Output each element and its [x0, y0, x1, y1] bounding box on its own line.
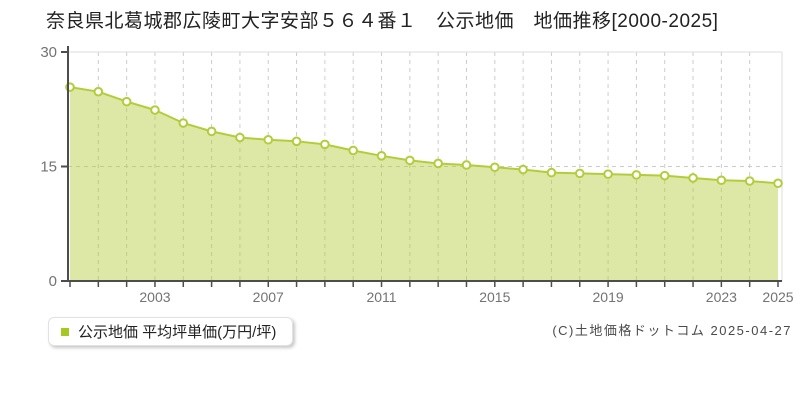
- data-point-2005: [206, 126, 217, 137]
- data-point-2011: [376, 151, 387, 161]
- x-tick-label: 2023: [706, 289, 737, 305]
- x-tick-label: 2007: [253, 289, 284, 305]
- x-tick-label: 2011: [366, 289, 396, 305]
- data-point-2009: [320, 139, 330, 150]
- data-point-2022: [688, 173, 698, 183]
- x-tick-label: 2019: [593, 289, 624, 305]
- data-point-2016: [518, 164, 528, 175]
- data-point-2024: [744, 176, 755, 186]
- x-tick-label: 2003: [139, 289, 170, 305]
- data-point-2025: [773, 178, 783, 189]
- chart-title: 奈良県北葛城郡広陵町大字安部５６４番１ 公示地価 地価推移[2000-2025]: [46, 11, 719, 32]
- data-point-2017: [546, 167, 557, 178]
- series-area: [70, 87, 778, 281]
- y-tick-label: 0: [49, 273, 57, 290]
- y-tick-label: 30: [40, 44, 57, 61]
- data-point-2012: [405, 155, 415, 166]
- data-point-2015: [490, 162, 500, 173]
- data-point-2023: [716, 175, 727, 186]
- legend-label: 公示地価 平均坪単価(万円/坪): [78, 324, 277, 341]
- copyright-text: (C)土地価格ドットコム 2025-04-27: [552, 323, 792, 338]
- data-point-2008: [291, 136, 302, 147]
- data-point-2019: [603, 169, 613, 179]
- data-point-2003: [150, 105, 160, 115]
- x-tick-label: 2025: [762, 289, 793, 305]
- legend-marker-icon: [61, 327, 69, 336]
- data-point-2010: [348, 145, 359, 156]
- data-point-2007: [263, 134, 274, 145]
- data-point-2021: [659, 170, 670, 181]
- x-tick-label: 2015: [479, 289, 510, 305]
- data-point-2018: [574, 168, 585, 179]
- data-point-2006: [235, 132, 245, 143]
- data-point-2014: [461, 160, 472, 170]
- data-point-2002: [121, 96, 132, 107]
- data-point-2013: [433, 158, 443, 169]
- y-tick-label: 15: [40, 159, 57, 176]
- data-point-2001: [93, 86, 104, 97]
- data-point-2004: [178, 118, 189, 128]
- legend: 公示地価 平均坪単価(万円/坪): [48, 317, 294, 346]
- data-point-2020: [631, 170, 642, 180]
